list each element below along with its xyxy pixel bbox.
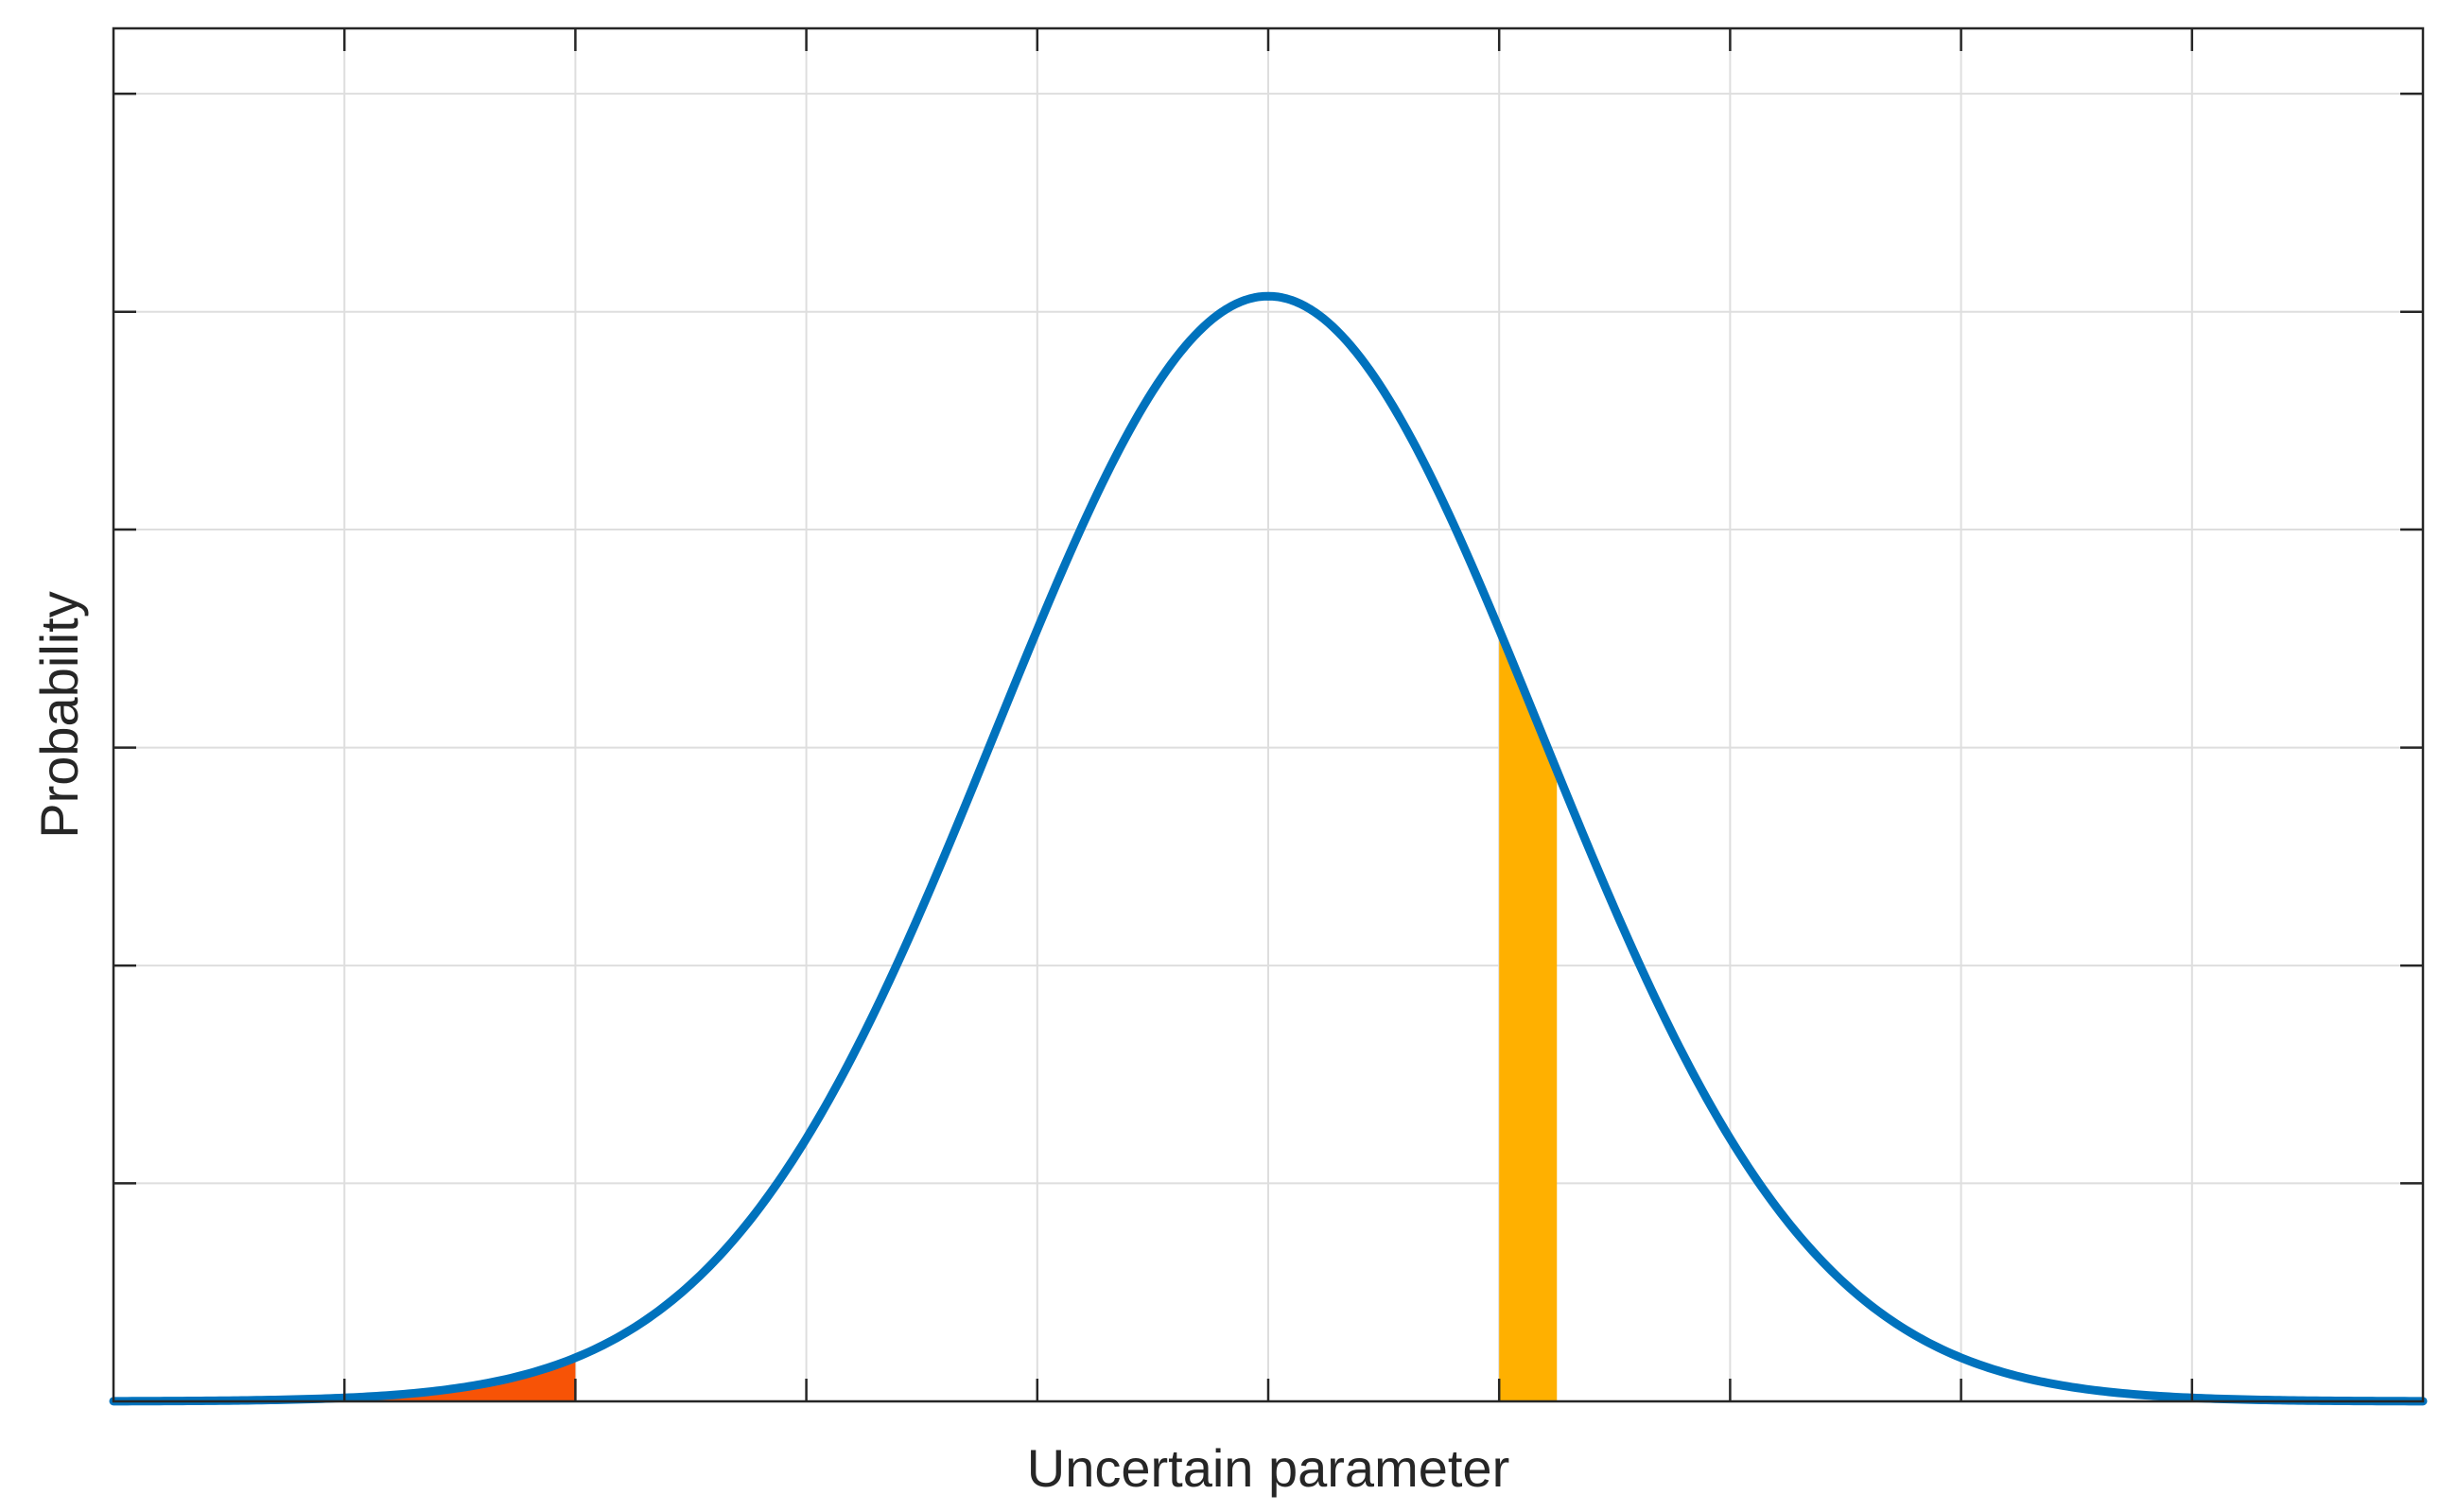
y-axis-label: Probability [29, 591, 89, 838]
shaded-regions [344, 629, 1558, 1401]
pdf-curve [109, 291, 2428, 1406]
curve-layer [109, 291, 2428, 1406]
shaded-region-1 [344, 1357, 576, 1401]
grid-lines [113, 28, 2423, 1401]
shaded-region-2 [1499, 629, 1558, 1401]
x-axis-label: Uncertain parameter [1027, 1438, 1509, 1498]
axes-frame [112, 26, 2425, 1403]
